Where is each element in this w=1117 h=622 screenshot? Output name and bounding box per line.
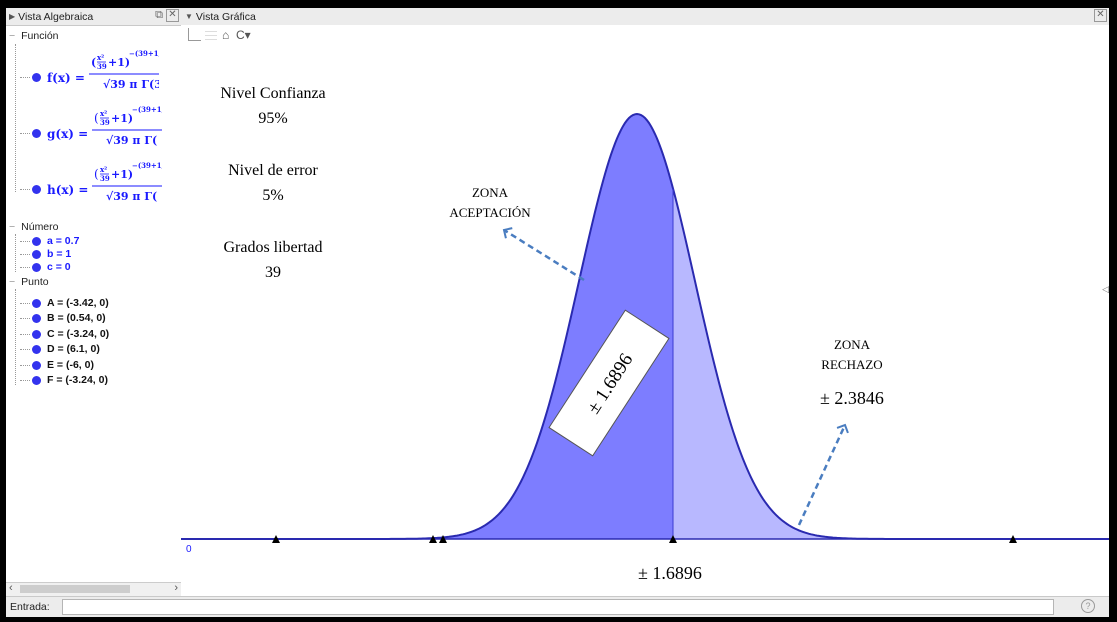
svg-text:−(39+1/2): −(39+1/2): [132, 106, 162, 114]
section-punto[interactable]: − Punto: [9, 276, 49, 288]
visibility-dot-icon[interactable]: [32, 330, 41, 339]
close-icon[interactable]: ✕: [166, 9, 179, 22]
svg-text:−(39+1/2): −(39+1/2): [129, 50, 159, 58]
svg-text:+1): +1): [108, 56, 130, 69]
point-item-e[interactable]: E = (-6, 0): [20, 359, 94, 371]
axes-toggle-icon[interactable]: [188, 28, 201, 41]
number-item-c[interactable]: c = 0: [20, 261, 71, 273]
grados-libertad-value: 39: [265, 264, 281, 281]
svg-text:39: 39: [97, 62, 107, 71]
visibility-dot-icon[interactable]: [32, 250, 41, 259]
visibility-dot-icon[interactable]: [32, 237, 41, 246]
svg-text:(: (: [94, 167, 99, 181]
zona-aceptacion-label-2: ACEPTACIÓN: [449, 205, 531, 220]
zona-aceptacion-label-1: ZONA: [472, 185, 509, 200]
section-funcion[interactable]: − Función: [9, 30, 59, 42]
point-item-d[interactable]: D = (6.1, 0): [20, 343, 100, 355]
svg-text:(: (: [91, 56, 96, 69]
svg-text:√39 π Γ(: √39 π Γ(: [106, 190, 157, 203]
formula-g: ( x² 39 +1) −(39+1/2) √39 π Γ(: [92, 106, 162, 161]
visibility-dot-icon[interactable]: [32, 129, 41, 138]
scrollbar-thumb[interactable]: [20, 585, 130, 593]
graphics-view: ▼ Vista Gráfica ✕ ⌂ C▾: [181, 8, 1109, 596]
collapse-triangle-icon[interactable]: ▼: [185, 12, 193, 21]
number-item-a[interactable]: a = 0.7: [20, 235, 79, 247]
function-g[interactable]: g(x) = ( x² 39 +1) −(39+1/2) √39 π Γ(: [20, 106, 162, 161]
svg-text:−(39+1/2): −(39+1/2): [132, 162, 162, 170]
undock-icon[interactable]: ⧉: [155, 9, 163, 22]
rejection-arrow: [799, 425, 845, 525]
svg-text:√39 π Γ(3: √39 π Γ(3: [103, 78, 159, 91]
graph-canvas[interactable]: 0 ± 1.6896 Nivel Confianza 95% Nivel de …: [181, 47, 1109, 596]
graphics-toolbar: ⌂ C▾: [181, 25, 1109, 47]
nivel-error-label: Nivel de error: [228, 162, 318, 179]
algebra-view: ▶ Vista Algebraica ⧉ ✕ − Función f(x) = (…: [6, 8, 182, 596]
zona-rechazo-label-1: ZONA: [834, 337, 871, 352]
visibility-dot-icon[interactable]: [32, 185, 41, 194]
side-panel-arrow-icon[interactable]: ◁: [1102, 284, 1109, 295]
grid-toggle-icon[interactable]: [205, 28, 217, 40]
input-label: Entrada:: [10, 601, 50, 613]
svg-text:x²: x²: [100, 165, 107, 174]
point-item-b[interactable]: B = (0.54, 0): [20, 312, 106, 324]
rejection-value: ± 2.3846: [820, 388, 884, 408]
visibility-dot-icon[interactable]: [32, 345, 41, 354]
axis-tick-label: 0: [186, 544, 192, 555]
algebra-view-title: Vista Algebraica: [18, 11, 93, 23]
graphics-view-title: Vista Gráfica: [196, 11, 256, 23]
graphics-view-header: ▼ Vista Gráfica ✕: [181, 8, 1109, 26]
function-h[interactable]: h(x) = ( x² 39 +1) −(39+1/2) √39 π Γ(: [20, 162, 162, 217]
nivel-confianza-label: Nivel Confianza: [220, 85, 325, 102]
svg-text:39: 39: [100, 174, 110, 183]
function-f[interactable]: f(x) = ( x² 39 +1) −(39+1/2) √39 π Γ(3: [20, 50, 159, 105]
zona-rechazo-label-2: RECHAZO: [821, 357, 882, 372]
input-field[interactable]: [62, 599, 1054, 615]
visibility-dot-icon[interactable]: [32, 263, 41, 272]
scroll-right-icon[interactable]: ›: [174, 582, 178, 594]
formula-h: ( x² 39 +1) −(39+1/2) √39 π Γ(: [92, 162, 162, 217]
grados-libertad-label: Grados libertad: [223, 239, 322, 256]
svg-text:+1): +1): [111, 168, 133, 181]
point-capture-icon[interactable]: C▾: [236, 28, 251, 42]
home-icon[interactable]: ⌂: [222, 28, 229, 42]
acceptance-arrow: [504, 230, 584, 280]
svg-text:39: 39: [100, 118, 110, 127]
input-bar: Entrada: ?: [6, 596, 1109, 617]
point-item-f[interactable]: F = (-3.24, 0): [20, 374, 108, 386]
scroll-left-icon[interactable]: ‹: [9, 582, 13, 594]
collapse-triangle-icon[interactable]: ▶: [9, 12, 15, 21]
point-item-c[interactable]: C = (-3.24, 0): [20, 328, 109, 340]
nivel-confianza-value: 95%: [258, 110, 287, 127]
svg-text:(: (: [94, 111, 99, 125]
svg-text:x²: x²: [97, 53, 104, 62]
number-item-b[interactable]: b = 1: [20, 248, 71, 260]
svg-text:+1): +1): [111, 112, 133, 125]
formula-f: ( x² 39 +1) −(39+1/2) √39 π Γ(3: [89, 50, 159, 105]
close-icon[interactable]: ✕: [1094, 9, 1107, 22]
svg-text:√39 π Γ(: √39 π Γ(: [106, 134, 157, 147]
help-icon[interactable]: ?: [1081, 599, 1095, 613]
visibility-dot-icon[interactable]: [32, 299, 41, 308]
visibility-dot-icon[interactable]: [32, 361, 41, 370]
visibility-dot-icon[interactable]: [32, 73, 41, 82]
svg-text:x²: x²: [100, 109, 107, 118]
geogebra-window: ▶ Vista Algebraica ⧉ ✕ − Función f(x) = (…: [6, 8, 1109, 616]
point-item-a[interactable]: A = (-3.42, 0): [20, 297, 109, 309]
visibility-dot-icon[interactable]: [32, 314, 41, 323]
visibility-dot-icon[interactable]: [32, 376, 41, 385]
horizontal-scrollbar[interactable]: ‹ ›: [6, 582, 181, 596]
algebra-view-header: ▶ Vista Algebraica ⧉ ✕: [6, 8, 181, 26]
section-numero[interactable]: − Número: [9, 221, 59, 233]
axis-critical-value: ± 1.6896: [638, 563, 702, 583]
nivel-error-value: 5%: [262, 187, 283, 204]
